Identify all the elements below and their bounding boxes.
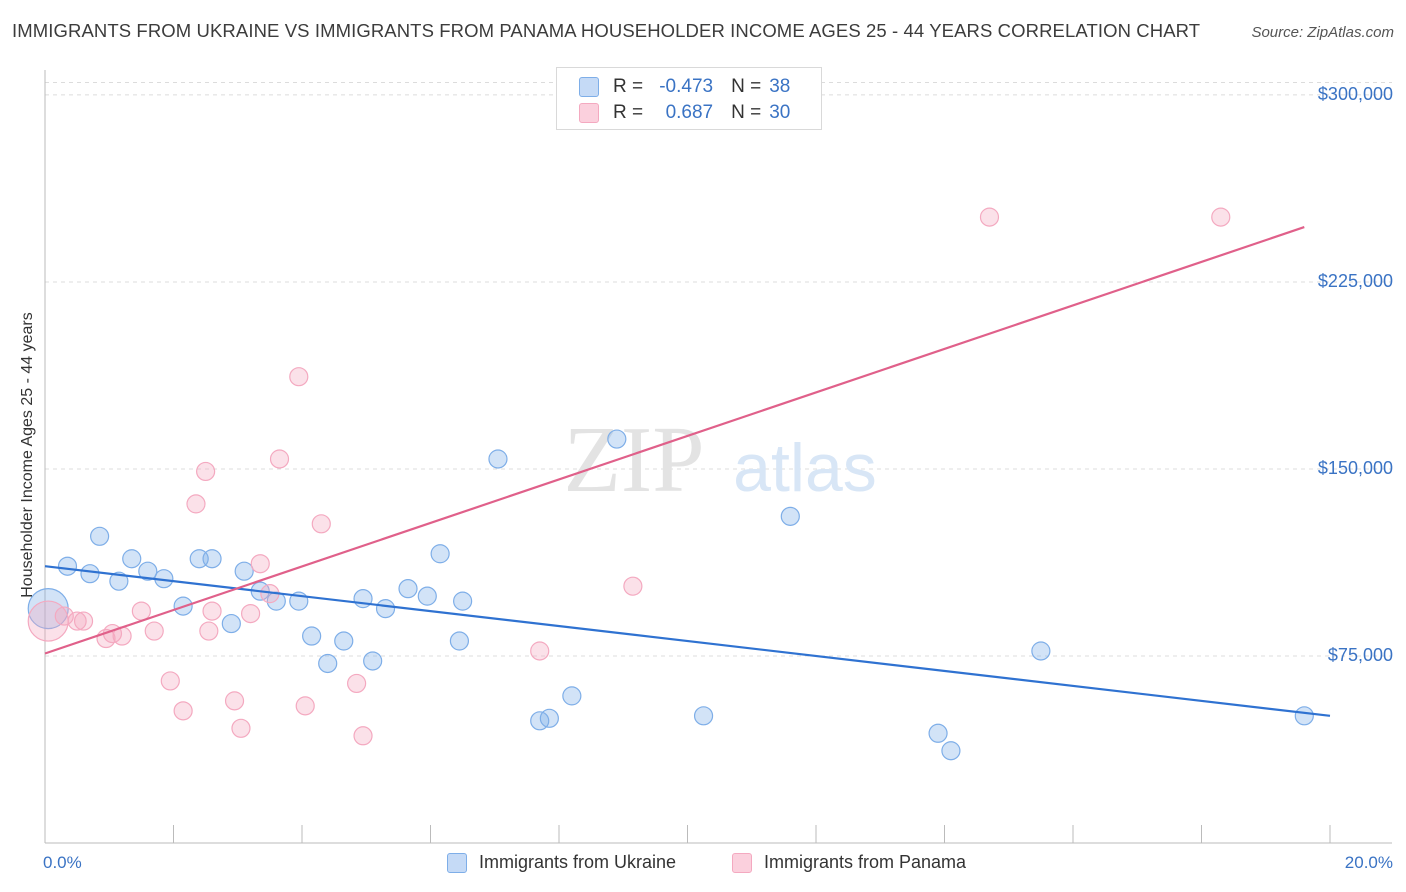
- panama-point: [241, 603, 261, 624]
- ukraine-point: [318, 653, 338, 674]
- panama-point: [67, 611, 87, 631]
- panama-point: [250, 554, 270, 574]
- stats-legend: R = -0.473 N = 38 R = 0.687 N = 30: [556, 67, 822, 130]
- ukraine-point: [375, 599, 396, 619]
- ukraine-point: [363, 651, 383, 671]
- ukraine-point: [398, 579, 418, 599]
- panama-swatch: [579, 103, 599, 123]
- source-label: Source: ZipAtlas.com: [1251, 24, 1394, 41]
- ukraine-r-value: -0.473: [659, 76, 714, 97]
- ukraine-point: [780, 506, 800, 526]
- r-label: R =: [613, 102, 644, 123]
- panama-point: [1211, 207, 1231, 227]
- ukraine-point: [57, 556, 78, 576]
- ukraine-point: [693, 706, 714, 726]
- chart-title: IMMIGRANTS FROM UKRAINE VS IMMIGRANTS FR…: [12, 20, 1201, 41]
- y-tick-label: $300,000: [1317, 83, 1393, 104]
- x-tick-label-min: 0.0%: [43, 853, 82, 872]
- legend-label-panama: Immigrants from Panama: [764, 852, 967, 872]
- n-label: N =: [731, 102, 762, 123]
- stats-legend-row-panama: R = 0.687 N = 30: [579, 101, 790, 125]
- ukraine-point: [417, 586, 437, 606]
- ukraine-point: [90, 526, 110, 546]
- ukraine-point: [1294, 706, 1314, 726]
- legend-item-panama[interactable]: Immigrants from Panama: [732, 852, 966, 873]
- trend-lines: [44, 226, 1331, 717]
- panama-point: [311, 514, 331, 534]
- panama-point: [54, 606, 74, 626]
- panama-point: [173, 701, 193, 721]
- stats-legend-row-ukraine: R = -0.473 N = 38: [579, 75, 790, 99]
- panama-point: [289, 367, 309, 387]
- panama-point: [353, 726, 373, 746]
- panama-point: [224, 691, 245, 711]
- panama-point: [979, 207, 1000, 227]
- legend-item-ukraine[interactable]: Immigrants from Ukraine: [447, 852, 676, 873]
- panama-point: [160, 671, 180, 691]
- panama-n-value: 30: [769, 102, 791, 123]
- ukraine-swatch: [579, 77, 599, 97]
- ukraine-point: [928, 723, 948, 743]
- ukraine-point: [122, 549, 142, 569]
- panama-legend-swatch: [732, 852, 752, 873]
- ukraine-point: [562, 686, 582, 706]
- panama-r-value: 0.687: [665, 102, 714, 123]
- panama-point: [131, 601, 151, 621]
- panama-trend-line: [44, 226, 1305, 655]
- y-axis-label: Householder Income Ages 25 - 44 years: [19, 312, 36, 598]
- panama-point: [623, 576, 643, 596]
- ukraine-point: [302, 626, 322, 646]
- panama-point: [73, 611, 94, 631]
- watermark-zip: ZIP: [564, 408, 705, 512]
- ukraine-trend-line: [44, 565, 1331, 717]
- y-tick-label: $150,000: [1317, 457, 1393, 478]
- r-label: R =: [613, 76, 644, 97]
- ukraine-point: [334, 631, 354, 651]
- ukraine-point: [109, 571, 129, 591]
- ukraine-point: [234, 561, 254, 581]
- ukraine-n-value: 38: [769, 76, 791, 97]
- panama-point: [347, 673, 367, 694]
- x-tick-label-max: 20.0%: [1344, 853, 1393, 872]
- panama-point: [144, 621, 164, 641]
- ukraine-point: [941, 741, 961, 761]
- ukraine-point: [607, 429, 627, 449]
- watermark: ZIP atlas: [564, 408, 877, 512]
- ukraine-point: [202, 549, 222, 569]
- panama-point: [530, 641, 550, 661]
- ukraine-legend-swatch: [447, 852, 467, 873]
- n-label: N =: [731, 76, 762, 97]
- ukraine-point: [539, 708, 559, 728]
- ukraine-point: [488, 449, 508, 469]
- panama-point: [202, 601, 222, 621]
- ukraine-point: [221, 613, 241, 634]
- panama-point: [231, 718, 251, 738]
- legend-label-ukraine: Immigrants from Ukraine: [479, 852, 677, 872]
- panama-point: [269, 449, 290, 469]
- ukraine-point: [80, 564, 100, 584]
- panama-point: [196, 461, 216, 482]
- watermark-atlas: atlas: [733, 430, 877, 506]
- ukraine-point: [453, 591, 473, 611]
- axes: [44, 70, 1392, 844]
- ukraine-point: [138, 561, 158, 581]
- data-points: [27, 207, 1314, 761]
- series-legend: Immigrants from Ukraine Immigrants from …: [0, 850, 1406, 878]
- y-tick-label: $75,000: [1327, 644, 1393, 665]
- panama-point: [199, 621, 219, 641]
- panama-point: [295, 696, 315, 716]
- panama-point: [186, 494, 206, 514]
- ukraine-point: [1031, 641, 1051, 661]
- y-tick-label: $225,000: [1317, 270, 1393, 291]
- ukraine-point: [430, 544, 450, 564]
- ukraine-point: [449, 631, 470, 651]
